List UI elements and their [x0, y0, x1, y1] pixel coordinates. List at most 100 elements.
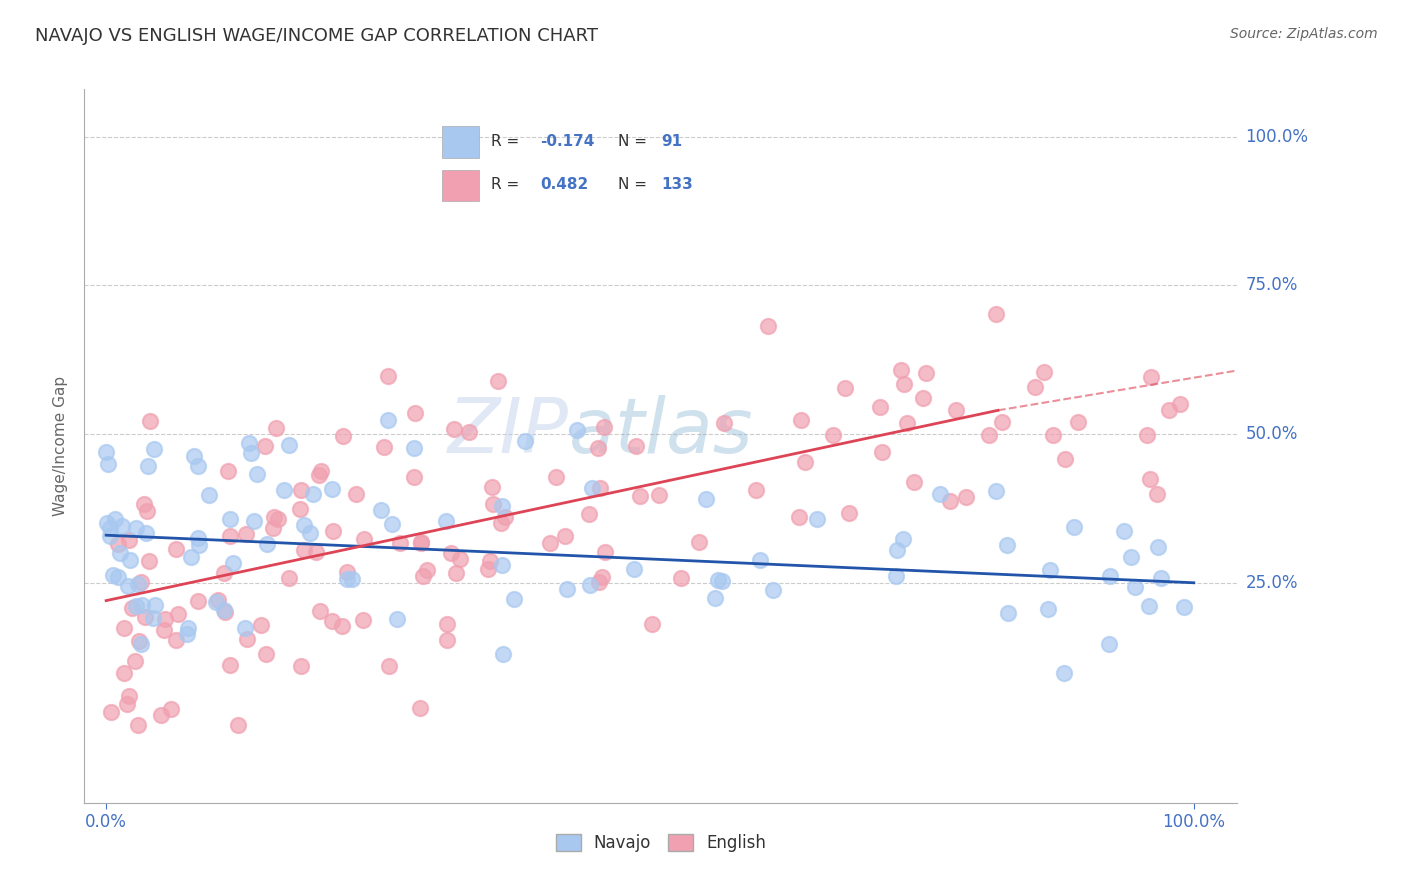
Point [896, 416, 918, 430]
Point [886, 543, 908, 558]
Point [219, 512, 242, 526]
Point [436, 632, 458, 647]
Point [118, 690, 141, 704]
Point [984, 307, 1007, 321]
Point [567, 423, 589, 437]
Point [322, 524, 344, 539]
Point [436, 617, 458, 632]
Point [409, 700, 432, 714]
Point [494, 509, 516, 524]
Point [1125, 580, 1147, 594]
Point [544, 470, 567, 484]
Point [129, 636, 152, 650]
Point [893, 377, 915, 392]
Point [308, 467, 330, 482]
Point [135, 525, 157, 540]
Point [869, 400, 891, 414]
Point [309, 464, 332, 478]
Point [1150, 571, 1173, 585]
Point [101, 567, 124, 582]
Point [309, 603, 332, 617]
Point [443, 422, 465, 436]
Point [1036, 602, 1059, 616]
Point [330, 619, 353, 633]
Point [278, 437, 301, 451]
Point [1053, 452, 1076, 467]
Point [212, 603, 235, 617]
Point [1173, 600, 1195, 615]
Point [238, 435, 260, 450]
Point [353, 533, 375, 547]
Point [246, 467, 269, 481]
Point [290, 659, 312, 673]
Point [628, 489, 651, 503]
Point [1137, 599, 1160, 613]
Point [198, 488, 221, 502]
Point [214, 566, 236, 581]
Point [491, 558, 513, 573]
Point [713, 416, 735, 430]
Point [125, 599, 148, 613]
Point [149, 708, 172, 723]
Point [884, 568, 907, 582]
Point [205, 595, 228, 609]
Point [127, 718, 149, 732]
Point [554, 529, 576, 543]
Point [187, 532, 209, 546]
Point [352, 613, 374, 627]
Point [165, 633, 187, 648]
Point [222, 556, 245, 570]
Text: Source: ZipAtlas.com: Source: ZipAtlas.com [1230, 27, 1378, 41]
Point [187, 459, 209, 474]
Point [588, 574, 610, 589]
Point [997, 606, 1019, 620]
Point [794, 454, 817, 468]
Point [838, 506, 860, 520]
Point [929, 487, 952, 501]
Point [290, 502, 312, 516]
Point [479, 554, 502, 568]
Point [214, 605, 236, 619]
Text: NAVAJO VS ENGLISH WAGE/INCOME GAP CORRELATION CHART: NAVAJO VS ENGLISH WAGE/INCOME GAP CORREL… [35, 27, 598, 45]
Point [236, 632, 259, 646]
Point [243, 515, 266, 529]
Point [503, 591, 526, 606]
Point [1024, 380, 1046, 394]
Point [100, 706, 122, 720]
Point [449, 552, 471, 566]
Point [416, 563, 439, 577]
Point [711, 574, 734, 589]
Point [903, 475, 925, 489]
Point [477, 562, 499, 576]
Point [914, 367, 936, 381]
Point [143, 599, 166, 613]
Point [273, 483, 295, 497]
Point [586, 441, 609, 455]
Point [787, 510, 810, 524]
Point [1063, 519, 1085, 533]
Point [98, 521, 121, 535]
Point [1053, 665, 1076, 680]
Point [491, 499, 513, 513]
Point [134, 610, 156, 624]
Point [623, 562, 645, 576]
Point [1121, 549, 1143, 564]
Point [578, 578, 600, 592]
Point [176, 627, 198, 641]
Point [593, 545, 616, 559]
Point [1140, 370, 1163, 384]
Point [98, 529, 121, 543]
Point [1042, 427, 1064, 442]
Point [96, 444, 118, 458]
Point [513, 434, 536, 448]
Point [165, 542, 187, 557]
Point [482, 498, 505, 512]
Point [115, 697, 138, 711]
Point [434, 514, 457, 528]
Point [127, 577, 149, 591]
Point [112, 621, 135, 635]
Point [240, 445, 263, 459]
Point [591, 570, 613, 584]
Point [745, 483, 768, 497]
Point [207, 593, 229, 607]
